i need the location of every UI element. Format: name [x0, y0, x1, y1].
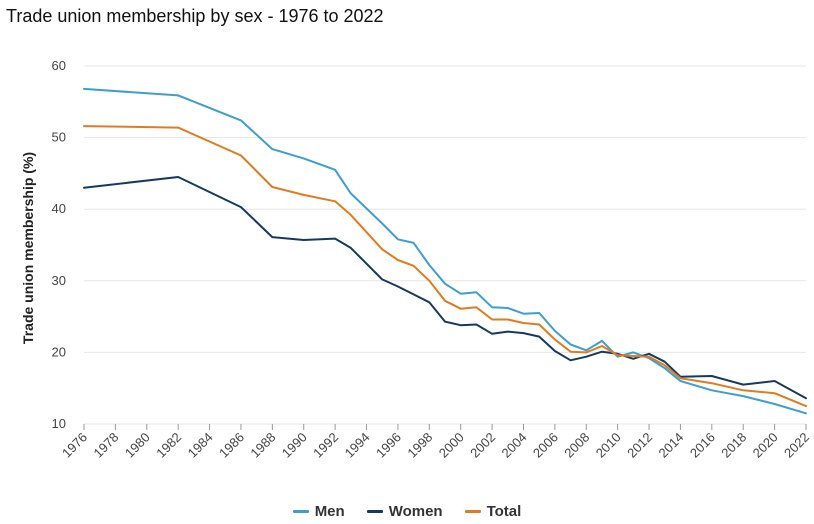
legend: Men Women Total — [0, 503, 814, 520]
x-tick-label: 2018 — [718, 430, 749, 461]
legend-swatch — [366, 510, 383, 513]
x-tick-label: 1978 — [90, 430, 121, 461]
x-tick-label: 1986 — [216, 430, 247, 461]
line-chart: 10 20 30 40 50 60 1976 1978 1980 1982 1984 1986 198… — [20, 58, 812, 461]
legend-item-men[interactable]: Men — [292, 503, 345, 520]
x-tick-label: 1992 — [310, 430, 341, 461]
x-tick-label: 2022 — [781, 430, 812, 461]
x-tick-labels: 1976 1978 1980 1982 1984 1986 1988 1990 1992 1994… — [59, 424, 812, 461]
legend-swatch — [292, 510, 309, 513]
x-tick-label: 2000 — [436, 430, 467, 461]
x-tick-label: 2010 — [593, 430, 624, 461]
legend-label: Total — [486, 503, 522, 520]
x-tick-label: 1976 — [59, 430, 90, 461]
x-tick-label: 1994 — [342, 430, 373, 461]
y-tick-label: 40 — [52, 201, 66, 216]
x-tick-label: 2012 — [624, 430, 655, 461]
y-tick-label: 50 — [52, 130, 66, 145]
x-tick-label: 1980 — [122, 430, 153, 461]
x-tick-label: 1984 — [185, 430, 216, 461]
y-tick-label: 60 — [52, 58, 66, 73]
x-tick-label: 2006 — [530, 430, 561, 461]
y-tick-labels: 10 20 30 40 50 60 — [52, 58, 66, 431]
x-tick-label: 1996 — [373, 430, 404, 461]
legend-item-women[interactable]: Women — [366, 503, 443, 520]
x-tick-label: 2008 — [561, 430, 592, 461]
x-tick-label: 1990 — [279, 430, 310, 461]
x-tick-label: 1982 — [153, 430, 184, 461]
legend-label: Men — [314, 503, 345, 520]
y-axis-label: Trade union membership (%) — [20, 152, 36, 344]
x-tick-label: 2014 — [655, 430, 686, 461]
x-tick-label: 2002 — [467, 430, 498, 461]
series-line-women[interactable] — [83, 176, 807, 400]
legend-item-total[interactable]: Total — [464, 503, 522, 520]
grid-lines — [84, 65, 806, 425]
legend-swatch — [464, 510, 481, 513]
x-tick-label: 2020 — [750, 430, 781, 461]
x-tick-label: 1988 — [247, 430, 278, 461]
y-tick-label: 10 — [52, 416, 66, 431]
y-tick-label: 30 — [52, 273, 66, 288]
chart-title: Trade union membership by sex - 1976 to … — [6, 6, 384, 26]
legend-label: Women — [388, 503, 443, 520]
x-tick-label: 2004 — [499, 430, 530, 461]
series-line-total[interactable] — [83, 125, 807, 408]
series-line-men[interactable] — [83, 87, 807, 415]
x-tick-label: 2016 — [687, 430, 718, 461]
y-tick-label: 20 — [52, 344, 66, 359]
x-tick-label: 1998 — [404, 430, 435, 461]
series-lines — [83, 87, 807, 415]
